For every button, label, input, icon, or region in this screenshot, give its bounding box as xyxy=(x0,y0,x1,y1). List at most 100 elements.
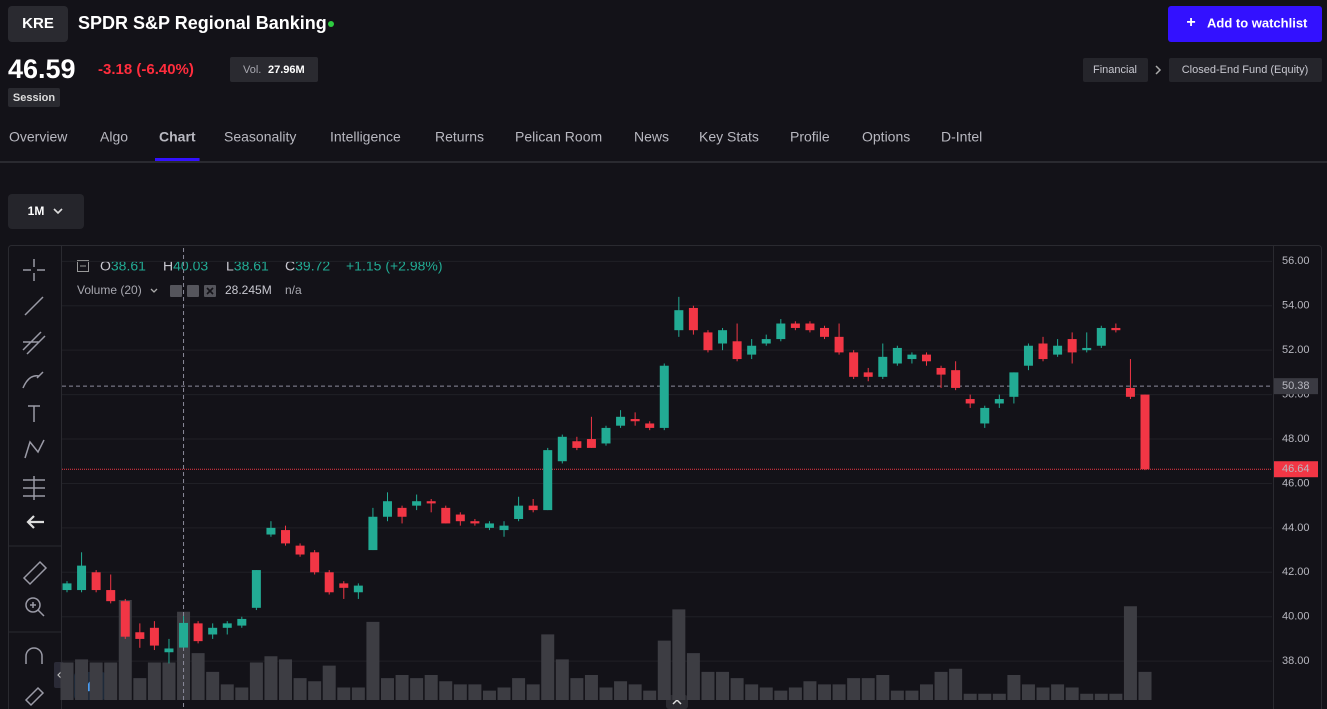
breadcrumb-box[interactable] xyxy=(1083,58,1148,82)
legend-value: 39.72 xyxy=(295,258,330,274)
volume-bar xyxy=(482,690,496,700)
candle-body xyxy=(805,323,815,331)
tab[interactable]: Overview xyxy=(9,129,68,145)
volume-bar xyxy=(468,684,482,700)
candle-body xyxy=(921,354,931,362)
measure-tool[interactable] xyxy=(23,476,45,500)
magnet-tool[interactable] xyxy=(25,647,43,664)
collapse-chevron xyxy=(57,671,62,679)
volume-bar xyxy=(890,690,904,700)
volume-bar xyxy=(934,671,948,700)
y-tick-label: 54.00 xyxy=(1282,300,1310,312)
candle-body xyxy=(1053,345,1063,355)
volume-bar xyxy=(788,687,802,700)
candle-body xyxy=(630,419,640,422)
volume-bar xyxy=(191,653,205,700)
volume-bar xyxy=(395,675,409,700)
volume-bar xyxy=(599,687,613,700)
volume-bar xyxy=(526,684,540,700)
volume-bar xyxy=(1138,671,1152,700)
volume-bar xyxy=(162,662,176,700)
volume-bar xyxy=(978,693,992,700)
volume-bar xyxy=(686,653,700,700)
period-select[interactable] xyxy=(8,194,84,229)
candle-body xyxy=(353,585,363,593)
volume-bar xyxy=(992,693,1006,700)
last-price-tag xyxy=(1274,461,1318,478)
back-tool[interactable] xyxy=(26,515,44,529)
tab[interactable]: Key Stats xyxy=(699,129,759,145)
legend-key: C xyxy=(285,258,295,274)
fib-tool[interactable] xyxy=(22,331,46,355)
volume-bar xyxy=(453,684,467,700)
candle-body xyxy=(251,570,261,608)
ruler-tool[interactable] xyxy=(22,560,48,586)
candle-body xyxy=(397,507,407,517)
volume-legend-value: 28.245M xyxy=(225,283,272,297)
candle-body xyxy=(718,330,728,344)
brush-tool[interactable] xyxy=(22,371,44,389)
candle-body xyxy=(310,552,320,573)
volume-bar xyxy=(730,678,744,700)
session: Session xyxy=(13,92,55,104)
watchlist-button[interactable]: + Add to watchlist xyxy=(1168,6,1322,42)
breadcrumb-box[interactable] xyxy=(1169,58,1322,82)
volume-bar xyxy=(1051,684,1065,700)
tab[interactable]: Intelligence xyxy=(330,129,401,145)
candle-body xyxy=(543,450,553,511)
volume-bar xyxy=(147,662,161,700)
candle-body xyxy=(106,590,116,602)
button-bg[interactable] xyxy=(1168,6,1322,42)
pattern-tool[interactable] xyxy=(24,439,45,459)
crosshair-tool[interactable] xyxy=(23,259,45,281)
button-icon[interactable]: + xyxy=(1186,14,1195,31)
settings-icon[interactable] xyxy=(187,285,199,297)
candle-body xyxy=(193,623,203,642)
status-dot xyxy=(328,21,334,27)
y-tick-label: 42.00 xyxy=(1282,566,1310,578)
text-tool[interactable] xyxy=(28,405,40,422)
candle-body xyxy=(586,439,596,448)
candle-body xyxy=(849,352,859,377)
legend-key: H xyxy=(163,258,173,274)
volume-bar xyxy=(919,684,933,700)
volume-bar xyxy=(774,690,788,700)
tab[interactable]: Options xyxy=(862,129,910,145)
candle-body xyxy=(557,436,567,462)
tab[interactable]: Seasonality xyxy=(224,129,296,145)
volume-bar xyxy=(541,634,555,700)
tab[interactable]: Chart xyxy=(159,129,196,145)
candle-body xyxy=(790,323,800,328)
volume-bar xyxy=(628,684,642,700)
tab[interactable]: Pelican Room xyxy=(515,129,602,145)
period[interactable]: 1M xyxy=(28,204,45,218)
tab[interactable]: Profile xyxy=(790,129,830,145)
volume-legend-chevron[interactable] xyxy=(150,288,158,293)
candle-body xyxy=(616,416,626,426)
eye-icon[interactable] xyxy=(170,285,182,297)
volume-bar xyxy=(1007,675,1021,700)
session-badge xyxy=(8,88,60,107)
candle-body xyxy=(149,627,159,646)
breadcrumb[interactable]: Closed-End Fund (Equity) xyxy=(1182,64,1309,76)
volume-bar xyxy=(759,687,773,700)
tabs: Overview Algo Chart Seasonality Intelligence… xyxy=(9,129,982,161)
volume-bar xyxy=(905,690,919,700)
collapse-legend[interactable] xyxy=(77,260,89,272)
tab[interactable]: D-Intel xyxy=(941,129,982,145)
volume-bar xyxy=(439,681,453,700)
zoom-tool[interactable] xyxy=(25,597,41,613)
button-label[interactable]: Add to watchlist xyxy=(1207,15,1308,30)
tab[interactable]: News xyxy=(634,129,669,145)
y-tick-label: 46.00 xyxy=(1282,477,1310,489)
trendline-tool[interactable] xyxy=(24,296,44,316)
tab[interactable]: Algo xyxy=(100,129,128,145)
volume-bar xyxy=(1080,693,1094,700)
tab[interactable]: Returns xyxy=(435,129,484,145)
candle-body xyxy=(1140,394,1150,470)
plot: 38.0040.0042.0044.0046.0048.0050.0052.00… xyxy=(60,248,1318,709)
lock-tool[interactable] xyxy=(24,686,45,707)
breadcrumb[interactable]: Financial xyxy=(1093,64,1137,76)
candle-body xyxy=(892,347,902,364)
